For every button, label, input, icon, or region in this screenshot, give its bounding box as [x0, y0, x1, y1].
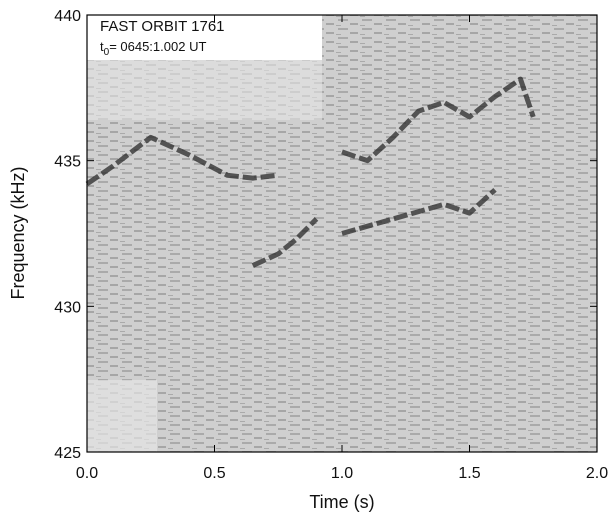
low-signal-region	[87, 380, 157, 452]
y-tick-label: 425	[54, 445, 81, 462]
chart-subtitle: t0= 0645:1.002 UT	[100, 39, 206, 58]
x-tick-label: 1.5	[458, 465, 480, 482]
y-tick-label: 430	[54, 299, 81, 316]
x-tick-label: 2.0	[586, 465, 608, 482]
subtitle-part: t	[100, 39, 104, 54]
x-tick-label: 0.0	[76, 465, 98, 482]
x-tick-label: 0.5	[203, 465, 225, 482]
emission-tone	[251, 217, 319, 268]
y-axis-label: Frequency (kHz)	[8, 166, 28, 299]
emission-tone	[85, 134, 279, 187]
y-tick-label: 435	[54, 154, 81, 171]
low-signal-region	[87, 60, 322, 120]
subtitle-subscript: 0	[104, 47, 110, 58]
x-axis-label: Time (s)	[309, 492, 374, 512]
emission-tone	[341, 187, 497, 236]
chart-title: FAST ORBIT 1761	[100, 18, 225, 35]
emission-tone	[341, 76, 536, 164]
x-tick-label: 1.0	[331, 465, 353, 482]
y-tick-label: 440	[54, 8, 81, 25]
label-box	[87, 15, 322, 60]
subtitle-part: = 0645:1.002 UT	[109, 39, 206, 54]
